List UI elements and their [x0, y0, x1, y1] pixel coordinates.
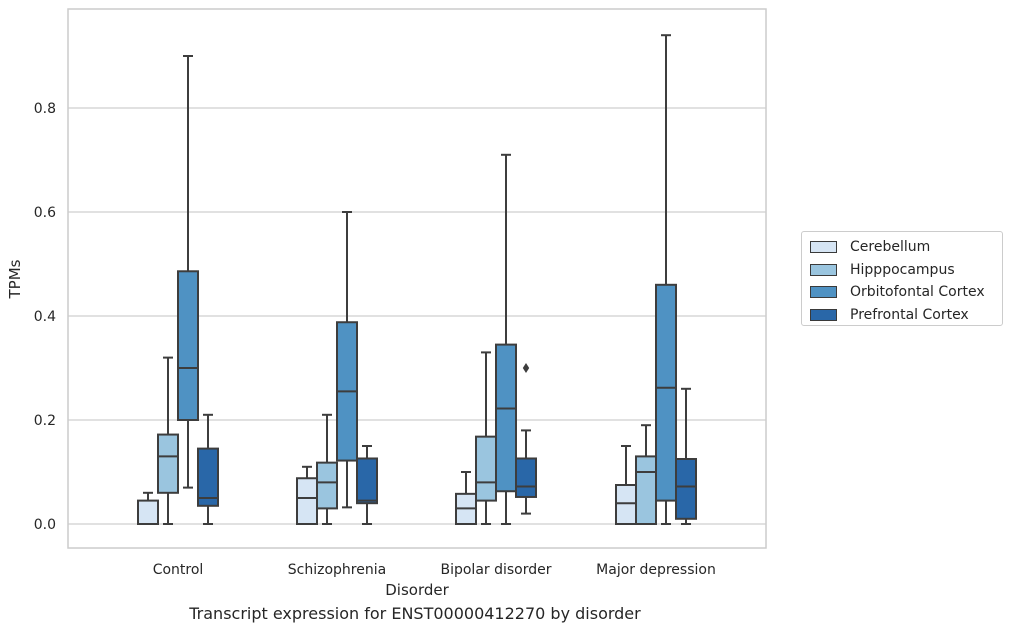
x-tick-label: Major depression: [596, 562, 716, 578]
legend-label: Prefrontal Cortex: [850, 306, 969, 323]
legend-swatch: [810, 308, 837, 321]
box-group: [197, 413, 219, 525]
box-group: [655, 34, 677, 525]
box-iqr: [495, 343, 517, 493]
box-iqr: [177, 270, 199, 421]
box-group: [675, 387, 697, 525]
legend-label: Cerebellum: [850, 239, 931, 256]
y-tick-label: 0.2: [34, 413, 56, 429]
box-iqr: [157, 433, 179, 494]
box-iqr: [197, 447, 219, 507]
y-tick-label: 0.6: [34, 205, 56, 221]
legend-item: Cerebellum: [810, 236, 994, 259]
box-group: [475, 351, 497, 525]
box-iqr: [316, 461, 338, 510]
box-group: [177, 55, 199, 489]
box-group: [356, 445, 378, 525]
outlier-point: [522, 363, 530, 373]
legend-label: Orbitofontal Cortex: [850, 284, 985, 301]
box-iqr: [515, 457, 537, 498]
box-iqr: [675, 458, 697, 520]
chart-legend: Cerebellum Hipppocampus Orbitofontal Corte…: [801, 231, 1003, 326]
box-group: [515, 363, 537, 515]
y-axis-label: TPMs: [6, 259, 24, 299]
legend-swatch: [810, 241, 837, 254]
figure-caption: Transcript expression for ENST0000041227…: [189, 604, 641, 623]
x-tick-label: Control: [153, 562, 204, 578]
box-group: [316, 413, 338, 525]
y-tick-label: 0.4: [34, 309, 56, 325]
box-series: [137, 34, 697, 526]
legend-swatch: [810, 263, 837, 276]
boxplot-chart: 0.0 0.2 0.4 0.6 0.8 Control Schizophrenia Bipol…: [6, 8, 767, 599]
legend-swatch: [810, 286, 837, 299]
y-tick-label: 0.0: [34, 517, 56, 533]
x-tick-label: Schizophrenia: [288, 562, 386, 578]
box-group: [296, 465, 318, 525]
box-group: [157, 356, 179, 525]
x-axis-label: Disorder: [385, 581, 449, 599]
y-tick-label: 0.8: [34, 101, 56, 117]
legend-item: Orbitofontal Cortex: [810, 281, 994, 304]
box-group: [495, 153, 517, 525]
box-group: [137, 491, 159, 526]
box-group: [635, 424, 657, 525]
box-group: [336, 211, 358, 509]
legend-item: Prefrontal Cortex: [810, 304, 994, 327]
box-group: [615, 445, 637, 525]
box-iqr: [296, 477, 318, 525]
legend-label: Hipppocampus: [850, 261, 955, 278]
x-tick-label: Bipolar disorder: [440, 562, 551, 578]
axis-ticks: 0.0 0.2 0.4 0.6 0.8 Control Schizophrenia Bipol…: [34, 101, 716, 578]
plot-frame: [67, 8, 767, 549]
box-group: [455, 471, 477, 525]
box-iqr: [615, 484, 637, 525]
box-iqr: [635, 455, 657, 525]
box-iqr: [356, 457, 378, 505]
box-iqr: [137, 499, 159, 526]
box-iqr: [655, 283, 677, 502]
legend-item: Hipppocampus: [810, 259, 994, 282]
box-iqr: [475, 435, 497, 502]
